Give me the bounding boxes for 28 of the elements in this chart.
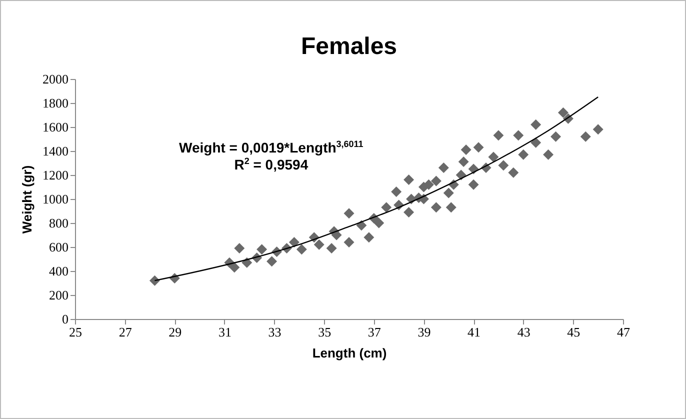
y-tick-label: 800 bbox=[49, 216, 68, 230]
x-tick-label: 35 bbox=[318, 324, 332, 340]
y-tick-label: 200 bbox=[49, 288, 68, 302]
y-tick-label: 1800 bbox=[42, 96, 68, 110]
y-tick-label: 2000 bbox=[42, 72, 68, 86]
x-tick-label: 43 bbox=[517, 324, 530, 340]
y-tick-label: 1200 bbox=[42, 168, 68, 182]
y-tick-label: 400 bbox=[49, 264, 68, 278]
x-tick-label: 39 bbox=[418, 324, 431, 340]
annotation: Weight = 0,0019*Length$^{3,6011}$ bbox=[179, 139, 364, 156]
y-tick-label: 600 bbox=[49, 240, 68, 254]
x-tick-label: 33 bbox=[268, 324, 282, 340]
x-tick-label: 37 bbox=[368, 324, 382, 340]
x-tick-label: 31 bbox=[218, 324, 232, 340]
y-tick-label: 1400 bbox=[42, 144, 68, 158]
x-tick-label: 45 bbox=[567, 324, 580, 340]
y-axis-title: Weight (gr) bbox=[20, 165, 34, 234]
x-axis-title: Length (cm) bbox=[312, 346, 387, 360]
y-tick-label: 1600 bbox=[42, 120, 68, 134]
chart-title: Females bbox=[300, 33, 398, 60]
x-tick-label: 41 bbox=[468, 324, 481, 340]
x-tick-label: 47 bbox=[617, 324, 630, 340]
y-tick-label: 1000 bbox=[42, 192, 68, 206]
annotation: R$^{2}$ = 0,9594 bbox=[233, 156, 310, 172]
y-tick-label: 0 bbox=[62, 312, 68, 326]
x-tick-label: 27 bbox=[118, 324, 132, 340]
x-tick-label: 25 bbox=[69, 324, 82, 340]
x-tick-label: 29 bbox=[168, 324, 182, 340]
